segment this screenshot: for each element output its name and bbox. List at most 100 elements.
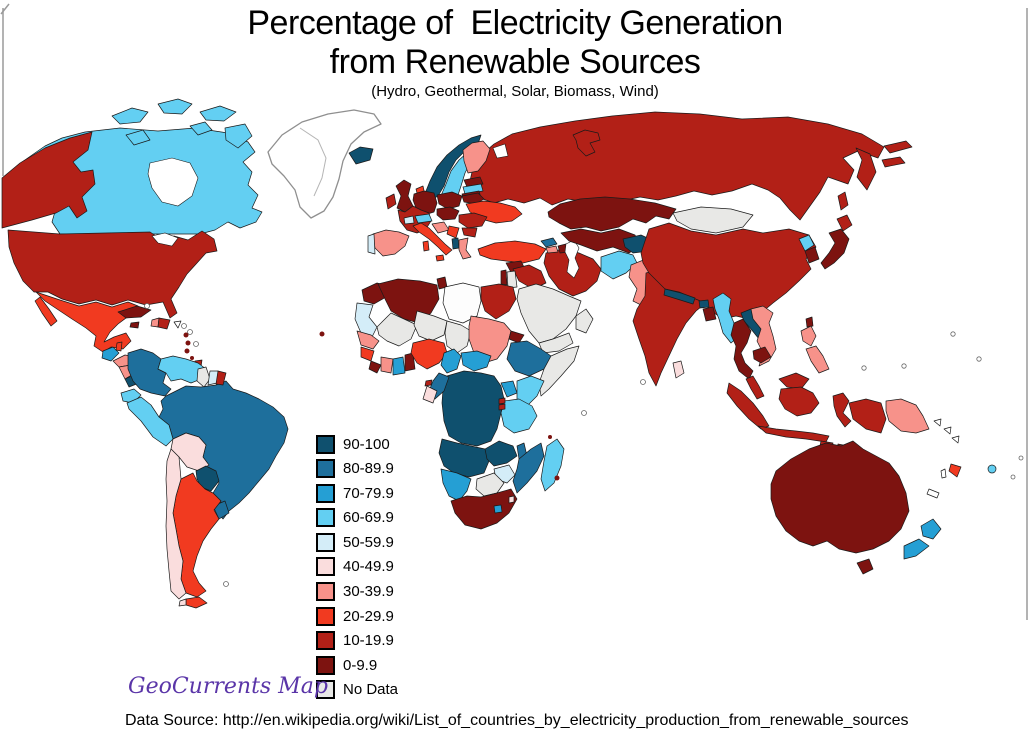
- region-nepal: [663, 288, 696, 305]
- region-japan: [820, 228, 850, 270]
- legend: 90-100 80-89.9 70-79.9 60-69.9 50-59.9 4…: [316, 434, 398, 705]
- legend-label-0: 0-9.9: [343, 656, 378, 674]
- region-armenia: [545, 245, 559, 254]
- region-italy-sardinia: [422, 240, 430, 252]
- region-oman: [575, 308, 594, 334]
- region-bulgaria: [461, 227, 478, 238]
- region-iceland: [348, 146, 374, 165]
- island-maldives: [640, 379, 646, 385]
- region-angola: [438, 438, 490, 478]
- region-usa: [7, 229, 218, 319]
- great-lakes: [151, 232, 179, 247]
- region-cambodia: [752, 346, 772, 364]
- region-canada-arctic-3: [199, 105, 237, 122]
- region-jordan: [506, 270, 518, 289]
- legend-label-30: 30-39.9: [343, 583, 394, 601]
- region-greece: [458, 237, 472, 260]
- legend-swatch-40: [316, 557, 335, 577]
- region-bhutan: [698, 299, 710, 309]
- island-new-caledonia: [926, 488, 940, 499]
- island-polynesia-2: [1010, 474, 1016, 480]
- legend-label-nodata: No Data: [343, 681, 399, 699]
- region-cameroon: [440, 348, 462, 374]
- island-micronesia-3: [950, 331, 956, 337]
- region-portugal: [367, 233, 376, 255]
- island-antilles-6: [184, 348, 190, 354]
- region-finland: [462, 140, 491, 174]
- region-israel: [500, 269, 508, 286]
- legend-row-80: 80-89.9: [316, 459, 398, 479]
- region-burundi: [498, 403, 506, 411]
- legend-swatch-70: [316, 483, 335, 503]
- region-austria: [414, 213, 433, 224]
- map-frame-corner: [0, 3, 10, 15]
- region-albania: [451, 237, 460, 250]
- region-chile: [165, 448, 187, 600]
- region-tasmania: [856, 558, 874, 575]
- region-gabon: [422, 385, 438, 404]
- legend-row-20: 20-29.9: [316, 606, 398, 626]
- greenland-inner-contour: [299, 127, 327, 197]
- region-guyana: [196, 366, 211, 388]
- region-senegal: [356, 330, 380, 350]
- map-title-line2: from Renewable Sources: [329, 43, 701, 81]
- caspian-sea: [564, 239, 580, 279]
- island-falkland: [223, 581, 229, 587]
- region-south-korea: [804, 246, 820, 264]
- region-mali: [376, 312, 418, 347]
- legend-row-30: 30-39.9: [316, 582, 398, 602]
- region-czech-hungary: [436, 206, 460, 221]
- region-serbia: [446, 225, 460, 239]
- legend-swatch-0: [316, 655, 335, 675]
- region-png: [885, 398, 930, 434]
- region-indonesia-sulawesi: [832, 392, 852, 428]
- region-cuba: [117, 305, 152, 319]
- region-paraguay: [195, 465, 220, 492]
- region-canada-baffin: [224, 123, 253, 149]
- region-sierra-leone-liberia: [368, 360, 382, 374]
- legend-label-50: 50-59.9: [343, 533, 394, 551]
- region-tierra-del-fuego-ar: [185, 596, 208, 609]
- region-georgia: [540, 237, 558, 248]
- region-new-zealand-north: [920, 518, 942, 540]
- region-namibia: [440, 468, 472, 502]
- island-antilles-1: [181, 323, 187, 329]
- region-eritrea: [508, 330, 525, 344]
- region-ghana: [392, 356, 406, 376]
- island-bermuda: [144, 303, 150, 309]
- region-puerto-rico: [173, 320, 182, 329]
- region-indonesia-borneo: [778, 386, 820, 417]
- region-dominican-republic: [157, 317, 171, 330]
- hudson-bay: [147, 157, 199, 207]
- legend-swatch-30: [316, 582, 335, 602]
- region-indonesia-papua: [848, 398, 887, 434]
- island-micronesia-2: [901, 363, 907, 369]
- island-mauritius: [554, 475, 560, 481]
- data-source-line: Data Source: http://en.wikipedia.org/wik…: [125, 712, 909, 729]
- legend-row-50: 50-59.9: [316, 532, 398, 552]
- region-poland: [436, 191, 463, 210]
- region-somalia: [538, 345, 580, 397]
- island-seychelles: [581, 410, 587, 416]
- region-malaysia-borneo: [778, 372, 810, 390]
- map-title-line1: Percentage of Electricity Generation: [247, 4, 783, 42]
- region-new-zealand-south: [903, 538, 930, 560]
- legend-label-80: 80-89.9: [343, 460, 394, 478]
- region-western-sahara: [354, 302, 378, 340]
- region-malaysia: [745, 375, 765, 400]
- region-canada-arctic-4: [125, 129, 151, 146]
- legend-label-70: 70-79.9: [343, 484, 394, 502]
- island-solomon-2: [943, 426, 952, 435]
- island-solomon-3: [951, 435, 960, 444]
- region-nigeria: [410, 338, 448, 370]
- region-uk: [395, 179, 414, 213]
- title-block: Percentage of Electricity Generation fro…: [0, 4, 1030, 100]
- region-kazakhstan: [547, 196, 677, 232]
- island-antilles-2: [187, 329, 193, 335]
- region-pacific-island: [987, 464, 997, 474]
- legend-label-10: 10-19.9: [343, 632, 394, 650]
- legend-swatch-80: [316, 459, 335, 479]
- region-italy: [412, 222, 453, 256]
- legend-row-10: 10-19.9: [316, 631, 398, 651]
